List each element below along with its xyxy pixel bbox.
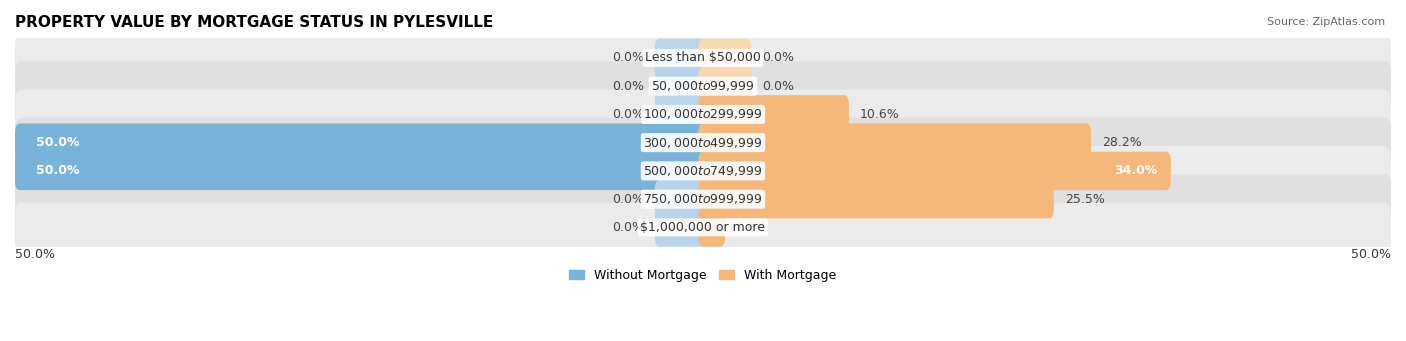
FancyBboxPatch shape [15, 123, 707, 162]
FancyBboxPatch shape [655, 180, 707, 218]
FancyBboxPatch shape [15, 118, 1391, 167]
Text: PROPERTY VALUE BY MORTGAGE STATUS IN PYLESVILLE: PROPERTY VALUE BY MORTGAGE STATUS IN PYL… [15, 15, 494, 30]
Text: 0.0%: 0.0% [612, 193, 644, 206]
Text: 50.0%: 50.0% [35, 136, 79, 149]
Text: $100,000 to $299,999: $100,000 to $299,999 [644, 107, 762, 121]
Text: 1.6%: 1.6% [735, 221, 768, 234]
Text: 0.0%: 0.0% [612, 51, 644, 64]
Text: 34.0%: 34.0% [1114, 164, 1157, 177]
FancyBboxPatch shape [15, 152, 707, 190]
Text: $300,000 to $499,999: $300,000 to $499,999 [644, 136, 762, 150]
FancyBboxPatch shape [15, 174, 1391, 224]
Text: 50.0%: 50.0% [1351, 248, 1391, 261]
FancyBboxPatch shape [699, 39, 751, 77]
FancyBboxPatch shape [15, 90, 1391, 139]
FancyBboxPatch shape [15, 61, 1391, 111]
FancyBboxPatch shape [655, 39, 707, 77]
FancyBboxPatch shape [655, 67, 707, 105]
FancyBboxPatch shape [699, 152, 1171, 190]
FancyBboxPatch shape [15, 33, 1391, 83]
FancyBboxPatch shape [699, 95, 849, 134]
Text: $50,000 to $99,999: $50,000 to $99,999 [651, 79, 755, 93]
Text: 0.0%: 0.0% [762, 51, 794, 64]
FancyBboxPatch shape [655, 95, 707, 134]
Text: Source: ZipAtlas.com: Source: ZipAtlas.com [1267, 17, 1385, 27]
Text: 28.2%: 28.2% [1102, 136, 1142, 149]
FancyBboxPatch shape [699, 123, 1091, 162]
FancyBboxPatch shape [655, 208, 707, 247]
Text: $750,000 to $999,999: $750,000 to $999,999 [644, 192, 762, 206]
Text: $1,000,000 or more: $1,000,000 or more [641, 221, 765, 234]
Text: $500,000 to $749,999: $500,000 to $749,999 [644, 164, 762, 178]
FancyBboxPatch shape [699, 180, 1054, 218]
Text: Less than $50,000: Less than $50,000 [645, 51, 761, 64]
Legend: Without Mortgage, With Mortgage: Without Mortgage, With Mortgage [564, 264, 842, 287]
Text: 0.0%: 0.0% [612, 108, 644, 121]
FancyBboxPatch shape [15, 203, 1391, 252]
FancyBboxPatch shape [699, 67, 751, 105]
Text: 10.6%: 10.6% [860, 108, 900, 121]
FancyBboxPatch shape [15, 146, 1391, 196]
Text: 0.0%: 0.0% [612, 80, 644, 93]
Text: 0.0%: 0.0% [762, 80, 794, 93]
Text: 50.0%: 50.0% [15, 248, 55, 261]
Text: 25.5%: 25.5% [1064, 193, 1105, 206]
Text: 50.0%: 50.0% [35, 164, 79, 177]
Text: 0.0%: 0.0% [612, 221, 644, 234]
FancyBboxPatch shape [699, 208, 725, 247]
